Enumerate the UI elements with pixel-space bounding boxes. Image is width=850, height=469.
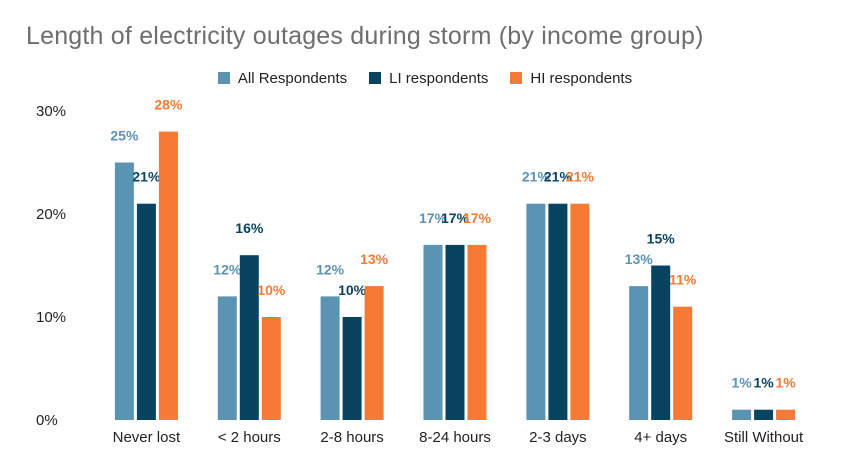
- category-label: 4+ days: [634, 429, 687, 446]
- bar: [445, 244, 465, 420]
- y-tick-label: 30%: [36, 103, 66, 120]
- data-label: 1%: [753, 375, 774, 391]
- bar: [320, 296, 340, 420]
- y-tick-label: 10%: [36, 309, 66, 326]
- data-label: 17%: [463, 210, 492, 226]
- legend: All Respondents LI respondents HI respon…: [0, 66, 850, 90]
- data-label: 21%: [522, 169, 551, 185]
- y-tick-label: 20%: [36, 206, 66, 223]
- legend-item-all-respondents: All Respondents: [217, 69, 348, 87]
- data-label: 17%: [419, 210, 448, 226]
- bar: [423, 244, 443, 420]
- data-label: 1%: [775, 375, 796, 391]
- legend-swatch-li-respondents: [369, 72, 382, 84]
- data-label: 21%: [132, 169, 161, 185]
- category-label: < 2 hours: [218, 429, 281, 446]
- data-label: 16%: [235, 220, 264, 236]
- data-label: 17%: [441, 210, 470, 226]
- bar: [239, 255, 259, 420]
- bar: [467, 244, 487, 420]
- bar: [732, 409, 752, 420]
- category-label: Never lost: [113, 429, 181, 446]
- legend-label-all-respondents: All Respondents: [237, 69, 348, 87]
- bar: [364, 286, 384, 420]
- category-label: Still Without: [724, 429, 804, 446]
- category-label: 2-8 hours: [320, 429, 383, 446]
- category-label: 8-24 hours: [419, 429, 491, 446]
- data-label: 12%: [316, 261, 345, 277]
- bar: [776, 409, 796, 420]
- bar: [158, 131, 178, 420]
- chart-title: Length of electricity outages during sto…: [26, 22, 704, 50]
- y-tick-label: 0%: [36, 412, 58, 429]
- bar: [136, 203, 156, 420]
- legend-swatch-all-respondents: [217, 72, 230, 84]
- data-label: 28%: [154, 97, 183, 113]
- bar: [754, 409, 774, 420]
- data-label: 13%: [625, 251, 654, 267]
- data-label: 21%: [566, 169, 595, 185]
- bar: [114, 162, 134, 420]
- bar: [673, 306, 693, 420]
- data-label: 1%: [731, 375, 752, 391]
- bar: [570, 203, 590, 420]
- legend-swatch-hi-respondents: [510, 72, 523, 84]
- data-label: 10%: [257, 282, 286, 298]
- data-label: 21%: [544, 169, 573, 185]
- bar: [526, 203, 546, 420]
- data-label: 11%: [669, 272, 697, 288]
- bar: [342, 317, 362, 420]
- bar: [651, 265, 671, 420]
- category-label: 2-3 days: [529, 429, 587, 446]
- legend-item-li-respondents: LI respondents: [369, 70, 488, 87]
- data-label: 25%: [110, 128, 139, 144]
- bar: [217, 296, 237, 420]
- data-label: 13%: [360, 251, 389, 267]
- legend-item-hi-respondents: HI respondents: [510, 70, 632, 87]
- bar: [548, 203, 568, 420]
- legend-label-li-respondents: LI respondents: [389, 69, 489, 87]
- legend-label-hi-respondents: HI respondents: [530, 69, 633, 87]
- bar: [629, 286, 649, 420]
- data-label: 15%: [647, 231, 676, 247]
- bar: [261, 317, 281, 420]
- data-label: 10%: [338, 282, 367, 298]
- data-label: 12%: [213, 261, 242, 277]
